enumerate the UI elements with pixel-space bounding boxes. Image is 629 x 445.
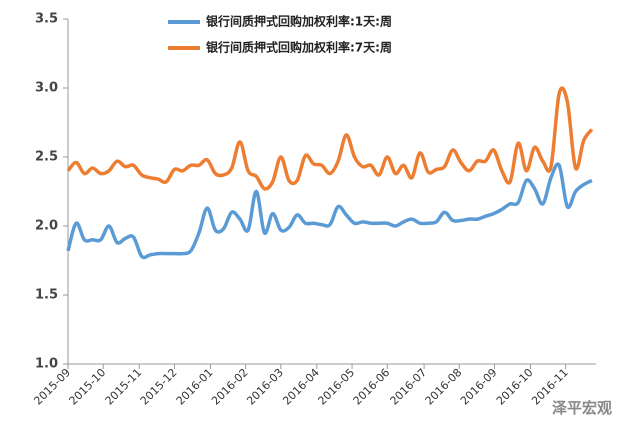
x-tick-label: 2016-02 — [209, 366, 251, 408]
x-tick-label: 2016-04 — [280, 366, 322, 408]
x-tick-label: 2016-08 — [423, 366, 465, 408]
x-tick-label: 2016-06 — [351, 366, 393, 408]
y-tick-label: 3.0 — [35, 81, 58, 96]
y-tick-label: 2.0 — [35, 219, 58, 234]
x-tick-label: 2016-07 — [388, 366, 430, 408]
x-tick-label: 2016-10 — [494, 366, 536, 408]
x-tick-label: 2015-12 — [138, 366, 180, 408]
y-tick-label: 1.5 — [35, 288, 58, 303]
x-tick-label: 2015-09 — [31, 366, 73, 408]
series-line — [66, 86, 594, 191]
y-tick-label: 1.0 — [35, 357, 58, 372]
watermark: 泽平宏观 — [552, 399, 612, 417]
legend-label: 银行间质押式回购加权利率:7天:周 — [206, 40, 392, 55]
x-tick-label: 2016-03 — [244, 366, 286, 408]
legend-label: 银行间质押式回购加权利率:1天:周 — [206, 14, 392, 29]
y-tick-label: 2.5 — [35, 150, 58, 165]
x-tick-label: 2015-10 — [67, 366, 109, 408]
x-tick-label: 2016-09 — [458, 366, 500, 408]
x-tick-label: 2016-01 — [174, 366, 216, 408]
y-tick-label: 3.5 — [35, 12, 58, 27]
x-tick-label: 2016-05 — [315, 366, 357, 408]
series-line — [66, 162, 593, 260]
x-tick-label: 2015-11 — [103, 366, 145, 408]
